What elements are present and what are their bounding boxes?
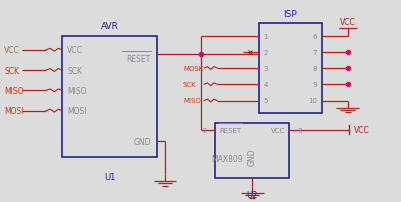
Text: MOSI: MOSI bbox=[4, 107, 24, 116]
Text: U2: U2 bbox=[246, 190, 257, 199]
Bar bbox=[62, 36, 156, 158]
Text: 7: 7 bbox=[312, 49, 316, 56]
Text: VCC: VCC bbox=[339, 18, 355, 27]
Text: VCC: VCC bbox=[271, 127, 285, 133]
Text: MISO: MISO bbox=[67, 86, 87, 95]
Text: ISP: ISP bbox=[283, 10, 297, 19]
Bar bbox=[215, 123, 289, 178]
Text: U1: U1 bbox=[103, 172, 115, 181]
Text: MOSI: MOSI bbox=[67, 107, 87, 116]
Text: VCC: VCC bbox=[67, 46, 83, 55]
Text: VCC: VCC bbox=[4, 46, 20, 55]
Text: 1: 1 bbox=[263, 33, 267, 39]
Text: RESET: RESET bbox=[126, 55, 150, 64]
Bar bbox=[259, 24, 321, 113]
Text: 6: 6 bbox=[312, 33, 316, 39]
Text: GND: GND bbox=[133, 137, 150, 146]
Text: 2: 2 bbox=[202, 127, 207, 133]
Text: 5: 5 bbox=[263, 98, 267, 104]
Text: RESET: RESET bbox=[219, 127, 241, 133]
Text: 3: 3 bbox=[263, 66, 267, 72]
Text: GND: GND bbox=[247, 148, 256, 166]
Text: 2: 2 bbox=[263, 49, 267, 56]
Text: MISO: MISO bbox=[182, 98, 200, 104]
Text: SCK: SCK bbox=[67, 66, 82, 75]
Text: SCK: SCK bbox=[182, 82, 196, 88]
Text: AVR: AVR bbox=[100, 22, 118, 31]
Text: 3: 3 bbox=[297, 127, 301, 133]
Text: SCK: SCK bbox=[4, 66, 19, 75]
Text: MAX809: MAX809 bbox=[211, 154, 242, 163]
Text: MISO: MISO bbox=[4, 86, 24, 95]
Text: 10: 10 bbox=[307, 98, 316, 104]
Text: 4: 4 bbox=[263, 82, 267, 88]
Text: MOSK: MOSK bbox=[182, 66, 203, 72]
Text: VCC: VCC bbox=[353, 126, 369, 135]
Text: 8: 8 bbox=[312, 66, 316, 72]
Text: 9: 9 bbox=[312, 82, 316, 88]
